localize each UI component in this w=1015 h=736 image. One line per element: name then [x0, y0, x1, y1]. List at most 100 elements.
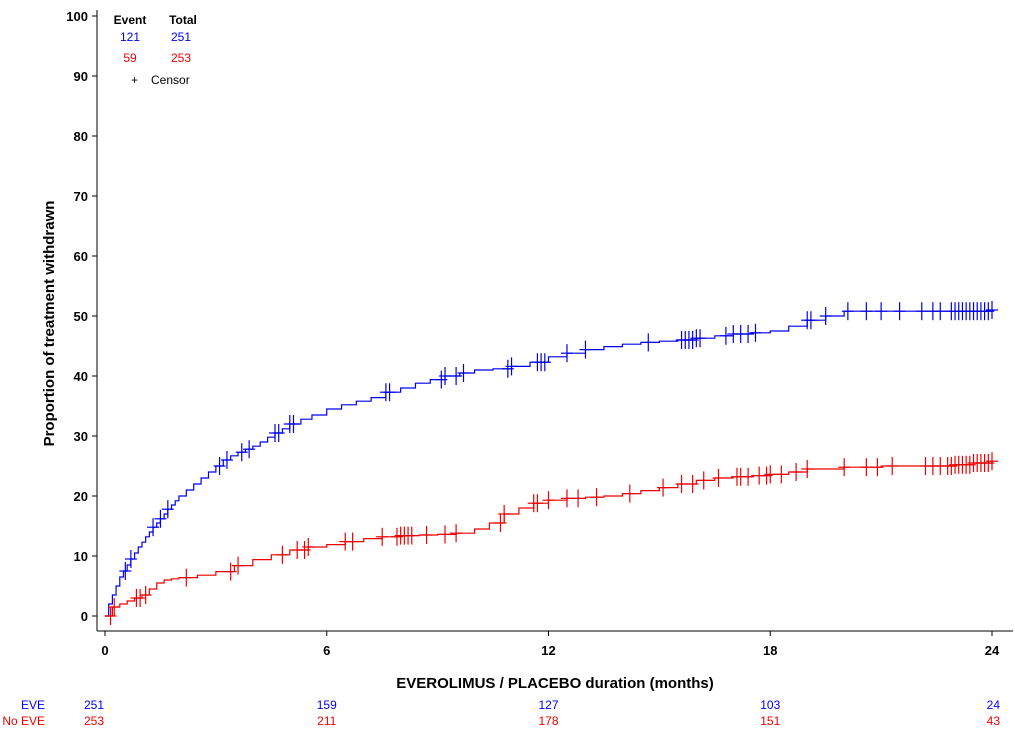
censor-mark: [276, 545, 289, 564]
censor-mark: [804, 311, 817, 330]
censor-mark: [871, 458, 884, 477]
censor-mark: [108, 598, 121, 616]
series-layer: [104, 301, 998, 625]
censor-mark: [134, 589, 147, 607]
censor-mark: [675, 475, 688, 493]
censor-mark: [542, 491, 555, 510]
risk-value: 159: [317, 698, 337, 712]
censor-mark: [457, 364, 470, 382]
censor-mark: [819, 307, 832, 325]
x-tick-label: 12: [541, 643, 555, 658]
censor-mark: [439, 367, 452, 385]
censor-mark: [346, 532, 359, 551]
risk-value: 178: [538, 714, 558, 728]
censor-mark: [719, 326, 732, 345]
censor-mark: [886, 457, 899, 475]
y-tick-label: 30: [74, 429, 88, 444]
risk-row-label: EVE: [21, 698, 45, 712]
censor-mark: [405, 526, 418, 545]
censor-mark: [235, 443, 248, 462]
censor-mark: [986, 301, 998, 319]
series-line-no-eve: [105, 461, 993, 617]
censor-mark: [376, 527, 389, 546]
censor-mark: [232, 556, 245, 575]
censor-mark: [531, 494, 544, 513]
risk-value: 251: [84, 698, 104, 712]
censor-mark: [572, 489, 585, 508]
legend-header-total: Total: [169, 13, 197, 27]
censor-mark: [439, 525, 452, 544]
censor-mark: [272, 424, 285, 442]
y-tick-label: 100: [66, 9, 88, 24]
censor-mark: [915, 302, 928, 321]
censor-mark: [161, 500, 174, 519]
legend: Event Total 121 251 59 253 + Censor: [114, 13, 197, 87]
censor-mark: [860, 302, 873, 321]
censor-mark: [623, 484, 636, 503]
censor-mark: [498, 505, 511, 523]
censor-mark: [801, 460, 814, 478]
censor-mark: [749, 323, 762, 342]
y-tick-label: 50: [74, 309, 88, 324]
risk-value: 43: [987, 714, 1001, 728]
y-tick-label: 10: [74, 549, 88, 564]
legend-total-count: 253: [171, 51, 191, 65]
risk-table: EVE 251 159 127 103 24 No EVE 253 211 178 151 43: [2, 698, 1000, 728]
censor-mark: [119, 562, 132, 580]
censor-mark: [579, 340, 592, 359]
censor-mark: [642, 333, 655, 352]
censor-mark: [450, 524, 463, 543]
y-tick-label: 70: [74, 189, 88, 204]
risk-value: 24: [987, 698, 1001, 712]
y-tick-label: 60: [74, 249, 88, 264]
x-tick-label: 18: [763, 643, 777, 658]
censor-mark: [243, 440, 256, 459]
legend-event-count: 59: [123, 51, 137, 65]
censor-mark: [213, 457, 226, 475]
censor-mark: [383, 383, 396, 402]
censor-mark: [139, 586, 152, 604]
legend-header-event: Event: [114, 13, 147, 27]
x-tick-label: 6: [323, 643, 330, 658]
censor-mark: [590, 488, 603, 507]
legend-total-count: 251: [171, 30, 191, 44]
censor-mark: [180, 568, 193, 587]
censor-mark: [986, 452, 998, 471]
y-tick-label: 80: [74, 129, 88, 144]
censor-mark: [686, 475, 699, 493]
legend-censor-label: Censor: [151, 73, 190, 87]
censor-mark: [775, 465, 788, 484]
censor-mark: [560, 489, 573, 508]
censor-mark: [742, 325, 755, 343]
censor-mark: [505, 357, 518, 376]
censor-mark: [841, 302, 854, 321]
y-tick-label: 40: [74, 369, 88, 384]
censor-mark: [560, 344, 573, 363]
risk-value: 127: [538, 698, 558, 712]
censor-mark: [287, 415, 300, 433]
censor-mark: [302, 538, 315, 556]
censor-mark: [154, 509, 167, 528]
censor-mark: [934, 302, 947, 321]
censor-mark: [220, 451, 233, 469]
censor-mark: [742, 467, 755, 486]
censor-mark: [893, 302, 906, 321]
x-tick-label: 0: [101, 643, 108, 658]
legend-event-count: 121: [120, 30, 140, 44]
y-tick-label: 0: [81, 609, 88, 624]
y-tick-label: 90: [74, 69, 88, 84]
censor-mark: [420, 526, 433, 544]
axes: 0 10 20 30 40 50 60 70 80 90 100 0 6 12 18 24 EVEROLIMUS…: [41, 9, 1013, 692]
risk-value: 253: [84, 714, 104, 728]
censor-mark: [875, 302, 888, 321]
censor-mark: [712, 469, 725, 487]
risk-value: 103: [760, 698, 780, 712]
censor-mark: [538, 353, 551, 372]
risk-row-label: No EVE: [2, 714, 45, 728]
risk-value: 211: [317, 714, 336, 728]
censor-mark: [838, 458, 851, 477]
censor-mark: [697, 471, 710, 490]
censor-mark: [124, 550, 137, 568]
risk-value: 151: [760, 714, 780, 728]
